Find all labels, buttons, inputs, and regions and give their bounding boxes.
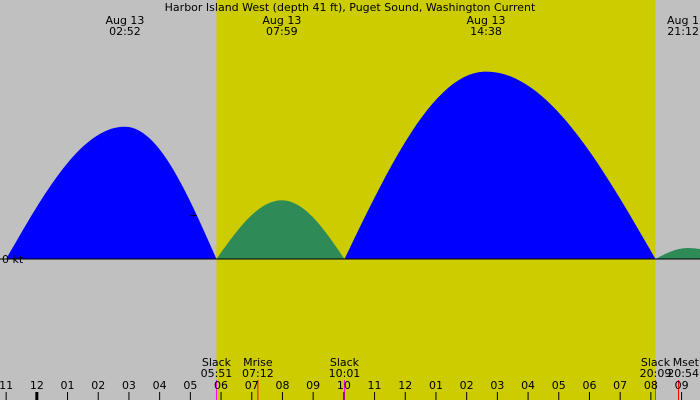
x-tick-label: 05 [552,379,566,392]
x-tick-label: 02 [460,379,474,392]
x-tick-label: 03 [490,379,504,392]
x-tick-label: 04 [521,379,535,392]
peak-date-label: Aug 13 [467,14,506,27]
event-name-label: Slack [330,356,360,369]
event-time-label: 20:54 [667,367,699,380]
x-tick-label: 09 [675,379,689,392]
x-tick-label: 06 [582,379,596,392]
event-name-label: Mrise [243,356,273,369]
peak-time-label: 07:59 [266,25,298,38]
current-areas [6,71,700,259]
x-tick-label: 09 [306,379,320,392]
x-tick-label: 03 [122,379,136,392]
peak-time-label: 21:12 [667,25,699,38]
event-time-label: 05:51 [201,367,233,380]
x-tick-label: 04 [153,379,167,392]
peak-date-label: Aug 13 [105,14,144,27]
x-tick-label: 07 [245,379,259,392]
x-tick-label: 05 [183,379,197,392]
x-tick-label: 07 [613,379,627,392]
event-name-label: Slack [641,356,671,369]
x-tick-label: 12 [30,379,44,392]
x-tick-label: 12 [398,379,412,392]
flood-area [6,126,217,259]
event-name-label: Mset [673,356,700,369]
peak-time-label: 14:38 [470,25,502,38]
event-time-label: 07:12 [242,367,274,380]
x-tick-label: 01 [429,379,443,392]
x-tick-label: 02 [91,379,105,392]
x-tick-label: 01 [61,379,75,392]
peak-date-label: Aug 1 [667,14,699,27]
x-tick-label: 08 [275,379,289,392]
x-tick-label: 11 [0,379,13,392]
peak-time-label: 02:52 [109,25,141,38]
flood-area [344,71,656,259]
x-tick-label: 06 [214,379,228,392]
event-name-label: Slack [202,356,232,369]
event-labels: Slack05:51Mrise07:12Slack10:01Slack20:09… [201,356,700,400]
event-time-label: 10:01 [329,367,361,380]
peak-date-label: Aug 13 [262,14,301,27]
current-marker: + [189,209,198,222]
x-tick-label: 10 [337,379,351,392]
event-time-label: 20:09 [640,367,672,380]
x-axis-ticks: 11 12 01 02 03 04 05 06 07 08 09 10 11 12 01 02 03 04 05 06… [0,379,689,400]
x-tick-label: 11 [368,379,382,392]
ebb-area [655,248,700,259]
ebb-area [216,200,345,259]
x-tick-label: 08 [644,379,658,392]
chart-title: Harbor Island West (depth 41 ft), Puget … [165,1,536,14]
y-axis-label: 0 kt [2,253,24,266]
